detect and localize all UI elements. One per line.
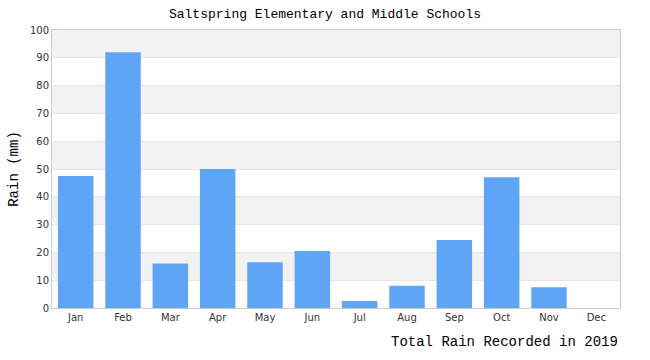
svg-text:30: 30 <box>36 219 49 230</box>
svg-text:80: 80 <box>36 80 49 91</box>
svg-text:Nov: Nov <box>539 312 559 323</box>
svg-text:Mar: Mar <box>161 312 181 323</box>
svg-text:Jul: Jul <box>353 312 366 323</box>
svg-text:Jun: Jun <box>304 312 321 323</box>
svg-text:40: 40 <box>36 191 49 202</box>
svg-text:20: 20 <box>36 247 49 258</box>
svg-text:May: May <box>255 312 276 323</box>
svg-text:0: 0 <box>43 303 49 314</box>
svg-text:Jan: Jan <box>67 312 83 323</box>
svg-text:Apr: Apr <box>209 312 227 323</box>
svg-text:Oct: Oct <box>493 312 510 323</box>
svg-text:Aug: Aug <box>397 312 417 323</box>
svg-text:100: 100 <box>30 25 49 36</box>
svg-text:60: 60 <box>36 136 49 147</box>
svg-text:70: 70 <box>36 108 49 119</box>
svg-text:50: 50 <box>36 164 49 175</box>
svg-text:Dec: Dec <box>587 312 606 323</box>
svg-text:Saltspring Elementary and Midd: Saltspring Elementary and Middle Schools <box>169 7 481 22</box>
svg-text:Feb: Feb <box>114 312 132 323</box>
svg-text:90: 90 <box>36 52 49 63</box>
svg-text:Total Rain Recorded in 2019: Total Rain Recorded in 2019 <box>391 334 618 350</box>
svg-text:10: 10 <box>36 275 49 286</box>
svg-text:Sep: Sep <box>445 312 464 323</box>
svg-text:Rain (mm): Rain (mm) <box>6 131 22 207</box>
